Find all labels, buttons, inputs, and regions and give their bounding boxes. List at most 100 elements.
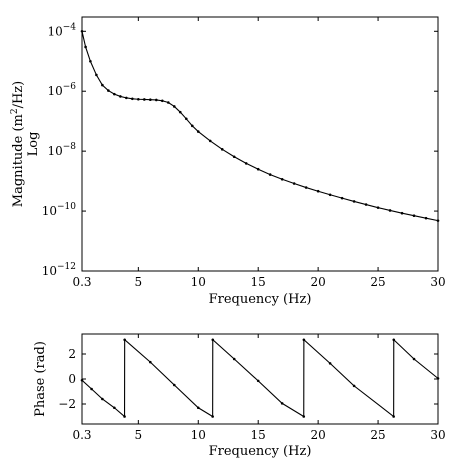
- data-point: [388, 209, 392, 212]
- data-point: [232, 357, 236, 361]
- x-tick-label: 30: [430, 275, 445, 289]
- data-point: [80, 378, 84, 382]
- x-tick-label: 30: [430, 428, 445, 442]
- data-point: [302, 415, 306, 418]
- data-point: [352, 384, 356, 388]
- data-point: [302, 338, 306, 342]
- y-tick-label: −2: [58, 397, 76, 411]
- data-point: [196, 406, 200, 410]
- data-point: [107, 89, 110, 92]
- data-point: [89, 59, 92, 63]
- data-point: [161, 99, 164, 103]
- data-point: [84, 45, 87, 49]
- data-point: [143, 98, 146, 101]
- y-tick-label: 10−6: [47, 82, 76, 98]
- data-point: [268, 173, 272, 176]
- phase-x-tick-labels: 0.3 5 10 15 20 25 30: [72, 428, 445, 442]
- data-point: [352, 200, 356, 203]
- y-tick-label: 0: [68, 372, 76, 386]
- data-point: [208, 139, 212, 143]
- x-tick-label: 15: [251, 428, 266, 442]
- data-point: [280, 402, 284, 405]
- data-point: [101, 83, 104, 87]
- data-point: [95, 73, 98, 77]
- magnitude-tick-marks: [81, 17, 439, 272]
- phase-x-axis-label: Frequency (Hz): [209, 444, 312, 459]
- x-tick-label: 20: [310, 275, 325, 289]
- phase-chart: 0.3 5 10 15 20 25 30 −2 0 2 Frequency (Hz) Phase…: [33, 333, 446, 459]
- data-point: [80, 29, 84, 33]
- magnitude-chart: 0.3 5 10 15 20 25 30 10−12 10−10 10−8 10−6 10−4 Fr…: [10, 16, 446, 307]
- data-point: [400, 211, 404, 215]
- phase-tick-marks: [81, 334, 439, 424]
- data-point: [412, 357, 416, 361]
- x-tick-label: 5: [135, 428, 143, 442]
- data-point: [280, 177, 284, 181]
- data-point: [392, 415, 395, 418]
- y-tick-label: 10−10: [42, 202, 77, 218]
- magnitude-series-points: [80, 29, 440, 222]
- data-point: [125, 96, 128, 100]
- x-tick-label: 0.3: [72, 428, 91, 442]
- data-point: [90, 387, 93, 391]
- data-point: [119, 95, 122, 98]
- x-tick-label: 15: [251, 275, 266, 289]
- x-tick-label: 10: [191, 275, 206, 289]
- phase-y-tick-labels: −2 0 2: [58, 347, 76, 411]
- phase-series-line: [81, 338, 439, 418]
- data-point: [220, 148, 224, 151]
- magnitude-y-tick-labels: 10−12 10−10 10−8 10−6 10−4: [42, 22, 77, 278]
- magnitude-y-axis-label: Magnitude (m2/Hz): [10, 81, 26, 207]
- data-point: [123, 415, 126, 418]
- data-point: [123, 338, 126, 342]
- data-point: [376, 206, 380, 209]
- data-point: [196, 130, 200, 133]
- data-point: [131, 97, 134, 101]
- x-tick-label: 20: [310, 428, 325, 442]
- data-point: [101, 397, 104, 401]
- phase-series-points: [80, 338, 440, 418]
- y-tick-label: 10−4: [47, 22, 76, 38]
- data-point: [211, 338, 215, 342]
- data-point: [244, 162, 248, 165]
- data-point: [316, 189, 320, 193]
- y-tick-label: 2: [68, 347, 76, 361]
- data-point: [364, 203, 368, 206]
- x-tick-label: 0.3: [72, 275, 91, 289]
- data-point: [172, 383, 176, 387]
- magnitude-series-line: [81, 31, 439, 222]
- y-tick-label: 10−8: [47, 142, 76, 158]
- data-point: [436, 219, 440, 222]
- data-point: [155, 98, 158, 102]
- x-tick-label: 25: [370, 428, 385, 442]
- data-point: [328, 193, 332, 197]
- data-point: [211, 415, 214, 418]
- phase-y-axis-label: Phase (rad): [33, 341, 48, 417]
- magnitude-y-axis-label-log: Log: [26, 132, 41, 157]
- data-point: [113, 406, 116, 410]
- data-point: [424, 216, 428, 220]
- data-point: [113, 92, 116, 96]
- data-point: [304, 186, 308, 189]
- data-point: [137, 97, 140, 101]
- data-point: [412, 214, 416, 218]
- data-point: [292, 182, 296, 185]
- data-point: [256, 167, 260, 171]
- x-tick-label: 25: [370, 275, 385, 289]
- magnitude-x-tick-labels: 0.3 5 10 15 20 25 30: [72, 275, 445, 289]
- data-point: [232, 155, 236, 159]
- data-point: [172, 105, 176, 108]
- data-point: [328, 362, 332, 365]
- data-point: [149, 360, 152, 364]
- magnitude-plot-frame: [81, 16, 439, 272]
- magnitude-x-axis-label: Frequency (Hz): [209, 292, 312, 307]
- y-tick-label: 10−12: [42, 262, 76, 278]
- data-point: [167, 101, 170, 104]
- data-point: [256, 379, 260, 383]
- data-point: [149, 98, 152, 102]
- phase-plot-frame: [81, 333, 439, 425]
- x-tick-label: 5: [135, 275, 143, 289]
- data-point: [392, 338, 396, 342]
- data-point: [184, 117, 188, 121]
